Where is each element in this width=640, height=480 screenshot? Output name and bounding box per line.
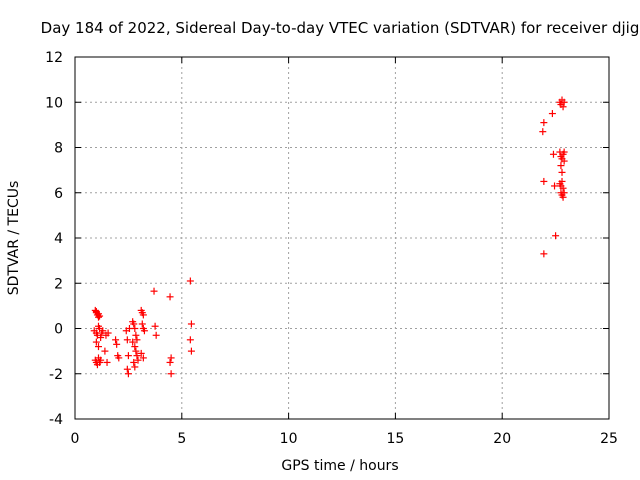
data-point xyxy=(552,232,560,240)
data-point xyxy=(139,354,147,362)
y-axis-label: SDTVAR / TECUs xyxy=(6,181,22,296)
data-point xyxy=(115,354,123,362)
x-tick-label: 5 xyxy=(177,431,186,447)
data-point xyxy=(152,331,160,339)
chart-title: Day 184 of 2022, Sidereal Day-to-day VTE… xyxy=(41,19,640,37)
x-tick-label: 15 xyxy=(386,431,404,447)
y-tick-label: -2 xyxy=(49,367,63,383)
data-point xyxy=(134,356,142,364)
data-point xyxy=(97,356,105,364)
data-point xyxy=(124,370,132,378)
grid-lines xyxy=(75,57,609,419)
data-point xyxy=(539,128,547,136)
data-point xyxy=(560,189,568,197)
data-point xyxy=(130,320,138,328)
data-point xyxy=(559,184,567,192)
data-point xyxy=(123,336,131,344)
x-axis-label: GPS time / hours xyxy=(281,458,398,474)
data-point xyxy=(113,340,121,348)
data-point xyxy=(99,327,107,335)
y-tick-label: 10 xyxy=(45,95,63,111)
data-point xyxy=(92,308,100,316)
data-point xyxy=(540,119,548,127)
data-point xyxy=(133,352,141,360)
data-point xyxy=(140,327,148,335)
data-point xyxy=(167,370,175,378)
data-point xyxy=(560,148,568,156)
data-point xyxy=(104,329,112,337)
data-point xyxy=(540,177,548,185)
data-point xyxy=(559,103,567,111)
data-point xyxy=(187,347,195,355)
data-point xyxy=(94,343,102,351)
data-point xyxy=(151,322,159,330)
data-point xyxy=(540,250,548,258)
data-point xyxy=(132,347,140,355)
data-point xyxy=(167,354,175,362)
x-tick-labels: 0 5 10 15 20 25 xyxy=(71,431,618,447)
data-points xyxy=(90,96,568,378)
y-tick-label: 2 xyxy=(54,276,63,292)
y-tick-label: 8 xyxy=(54,141,63,157)
data-point xyxy=(132,331,140,339)
data-point xyxy=(103,358,111,366)
data-point xyxy=(557,162,565,170)
data-point xyxy=(131,343,139,351)
x-tick-label: 25 xyxy=(600,431,618,447)
data-point xyxy=(138,320,146,328)
data-point xyxy=(101,347,109,355)
data-point xyxy=(186,277,194,285)
y-tick-label: 12 xyxy=(45,50,63,66)
data-point xyxy=(133,336,141,344)
data-point xyxy=(166,358,174,366)
data-point xyxy=(97,334,105,342)
data-point xyxy=(124,352,132,360)
data-point xyxy=(131,325,139,332)
data-point xyxy=(560,98,568,106)
data-point xyxy=(139,311,147,319)
data-point xyxy=(186,336,194,344)
data-point xyxy=(551,182,559,190)
y-tick-label: 0 xyxy=(54,322,63,338)
data-point xyxy=(150,287,158,295)
x-tick-label: 20 xyxy=(493,431,511,447)
data-point xyxy=(187,320,195,328)
data-point xyxy=(94,313,102,321)
data-point xyxy=(129,338,137,346)
data-point xyxy=(131,363,139,371)
data-point xyxy=(112,336,120,344)
data-point xyxy=(137,349,145,357)
data-point xyxy=(166,293,174,301)
y-tick-label: 4 xyxy=(54,231,63,247)
data-point xyxy=(92,338,100,346)
data-point xyxy=(559,193,567,201)
data-point xyxy=(558,168,566,176)
y-tick-label: -4 xyxy=(49,412,63,428)
data-point xyxy=(558,177,566,185)
data-point xyxy=(549,150,557,158)
x-tick-label: 0 xyxy=(71,431,80,447)
axis-ticks xyxy=(74,56,610,420)
data-point xyxy=(123,365,131,373)
y-tick-label: 6 xyxy=(54,186,63,202)
x-tick-label: 10 xyxy=(280,431,298,447)
y-tick-labels: -4 -2 0 2 4 6 8 10 12 xyxy=(45,50,63,428)
data-point xyxy=(96,312,104,320)
data-point xyxy=(548,110,556,118)
data-point xyxy=(560,157,568,165)
data-point xyxy=(130,358,138,366)
